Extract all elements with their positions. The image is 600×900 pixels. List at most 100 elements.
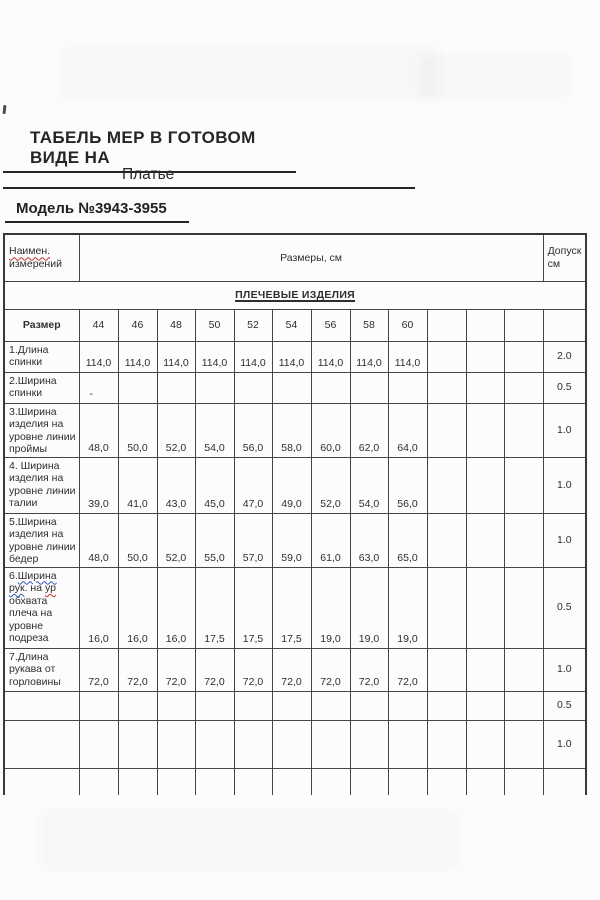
- measurement-label-cell: 7.Длина рукава от горловины: [3, 647, 80, 692]
- cutoff-cell: [387, 767, 428, 795]
- tolerance-cell: 0.5: [542, 371, 587, 404]
- size-header-cell: 60: [387, 308, 428, 342]
- size-value-cell: 52,0: [156, 402, 196, 458]
- tolerance-cell: 1.0: [542, 647, 587, 692]
- size-value-cell: 54,0: [349, 456, 389, 514]
- size-value-cell: 114,0: [78, 340, 119, 373]
- size-value-cell: 49,0: [271, 456, 312, 514]
- section-title-cell: ПЛЕЧЕВЫЕ ИЗДЕЛИЯ: [3, 280, 587, 310]
- size-value-cell: [78, 719, 119, 769]
- size-value-cell: [271, 690, 312, 721]
- size-value-cell: [503, 690, 544, 721]
- header-tolerance-cell: Допуск см: [542, 233, 587, 282]
- measurement-label-cell: 6.Ширина рук. на ур обхвата плеча на уро…: [3, 566, 80, 649]
- size-value-cell: [426, 340, 467, 373]
- size-value-cell: 19,0: [349, 566, 389, 649]
- size-value-cell: 114,0: [156, 340, 196, 373]
- measurement-label-cell: [3, 690, 80, 721]
- measurement-label-cell: 1.Длина спинки: [3, 340, 80, 373]
- marked-word: рук: [9, 582, 25, 594]
- size-value-cell: [156, 719, 196, 769]
- measurement-label-cell: [3, 719, 80, 769]
- size-value-cell: [387, 690, 428, 721]
- size-value-cell: 114,0: [349, 340, 389, 373]
- marked-word: Наимен.: [9, 245, 51, 258]
- cutoff-row: [3, 767, 587, 795]
- size-value-cell: [503, 512, 544, 568]
- size-value-cell: 54,0: [194, 402, 235, 458]
- size-value-cell: 16,0: [156, 566, 196, 649]
- measurement-label-cell: 3.Ширина изделия на уровне линии проймы: [3, 402, 80, 458]
- size-header-cell: 50: [194, 308, 235, 342]
- tolerance-cell: 1.0: [542, 719, 587, 769]
- size-value-cell: [271, 371, 312, 404]
- size-value-cell: 114,0: [387, 340, 428, 373]
- size-value-cell: 72,0: [349, 647, 389, 692]
- tolerance-cell: 1.0: [542, 456, 587, 514]
- size-header-cell: 58: [349, 308, 389, 342]
- size-value-cell: [233, 719, 273, 769]
- size-header-cell: 46: [117, 308, 158, 342]
- size-value-cell: 114,0: [271, 340, 312, 373]
- size-value-cell: [78, 690, 119, 721]
- size-value-cell: [465, 340, 505, 373]
- cutoff-cell: [349, 767, 389, 795]
- size-value-cell: 61,0: [310, 512, 351, 568]
- table-row: 1.0: [3, 719, 587, 769]
- size-value-cell: [426, 456, 467, 514]
- table-header-row: Наимен. измерений Размеры, см Допуск см: [3, 233, 587, 282]
- scan-artifact: [60, 45, 440, 100]
- size-value-cell: [233, 690, 273, 721]
- size-value-cell: [503, 647, 544, 692]
- size-value-cell: 114,0: [194, 340, 235, 373]
- size-header-cell: 52: [233, 308, 273, 342]
- cutoff-cell: [271, 767, 312, 795]
- size-value-cell: [310, 371, 351, 404]
- size-header-cell: 56: [310, 308, 351, 342]
- size-value-cell: [349, 371, 389, 404]
- table-row: 3.Ширина изделия на уровне линии проймы 4…: [3, 402, 587, 458]
- cutoff-cell: [465, 767, 505, 795]
- header-sizes-cell: Размеры, см: [78, 233, 544, 282]
- size-value-cell: [426, 402, 467, 458]
- size-header-cell: [465, 308, 505, 342]
- size-value-cell: [194, 371, 235, 404]
- size-value-cell: 59,0: [271, 512, 312, 568]
- tolerance-cell: 1.0: [542, 402, 587, 458]
- size-value-cell: 45,0: [194, 456, 235, 514]
- size-value-cell: 72,0: [387, 647, 428, 692]
- size-value-cell: [117, 690, 158, 721]
- size-value-cell: 58,0: [271, 402, 312, 458]
- size-value-cell: [465, 690, 505, 721]
- size-value-cell: [117, 371, 158, 404]
- size-value-cell: [194, 690, 235, 721]
- size-value-cell: [194, 719, 235, 769]
- size-value-cell: 62,0: [349, 402, 389, 458]
- size-value-cell: [349, 690, 389, 721]
- size-value-cell: 72,0: [156, 647, 196, 692]
- size-value-cell: 57,0: [233, 512, 273, 568]
- measurement-label-cell: 5.Ширина изделия на уровне линии бедер: [3, 512, 80, 568]
- size-value-cell: [426, 647, 467, 692]
- size-value-cell: [465, 456, 505, 514]
- size-value-cell: [387, 371, 428, 404]
- size-value-cell: [503, 371, 544, 404]
- size-value-cell: [465, 719, 505, 769]
- model-number-line: Модель №3943-3955: [5, 200, 189, 223]
- size-value-cell: 16,0: [117, 566, 158, 649]
- size-value-cell: [117, 719, 158, 769]
- size-value-cell: [349, 719, 389, 769]
- size-value-cell: 43,0: [156, 456, 196, 514]
- size-value-cell: [465, 371, 505, 404]
- tolerance-cell: 1.0: [542, 512, 587, 568]
- table-row: 5.Ширина изделия на уровне линии бедер 48…: [3, 512, 587, 568]
- size-value-cell: [503, 456, 544, 514]
- size-value-cell: 72,0: [233, 647, 273, 692]
- size-value-cell: 114,0: [310, 340, 351, 373]
- cutoff-cell: [117, 767, 158, 795]
- size-value-cell: [503, 719, 544, 769]
- size-value-cell: 52,0: [310, 456, 351, 514]
- size-header-tolerance-cell: [542, 308, 587, 342]
- size-value-cell: [503, 566, 544, 649]
